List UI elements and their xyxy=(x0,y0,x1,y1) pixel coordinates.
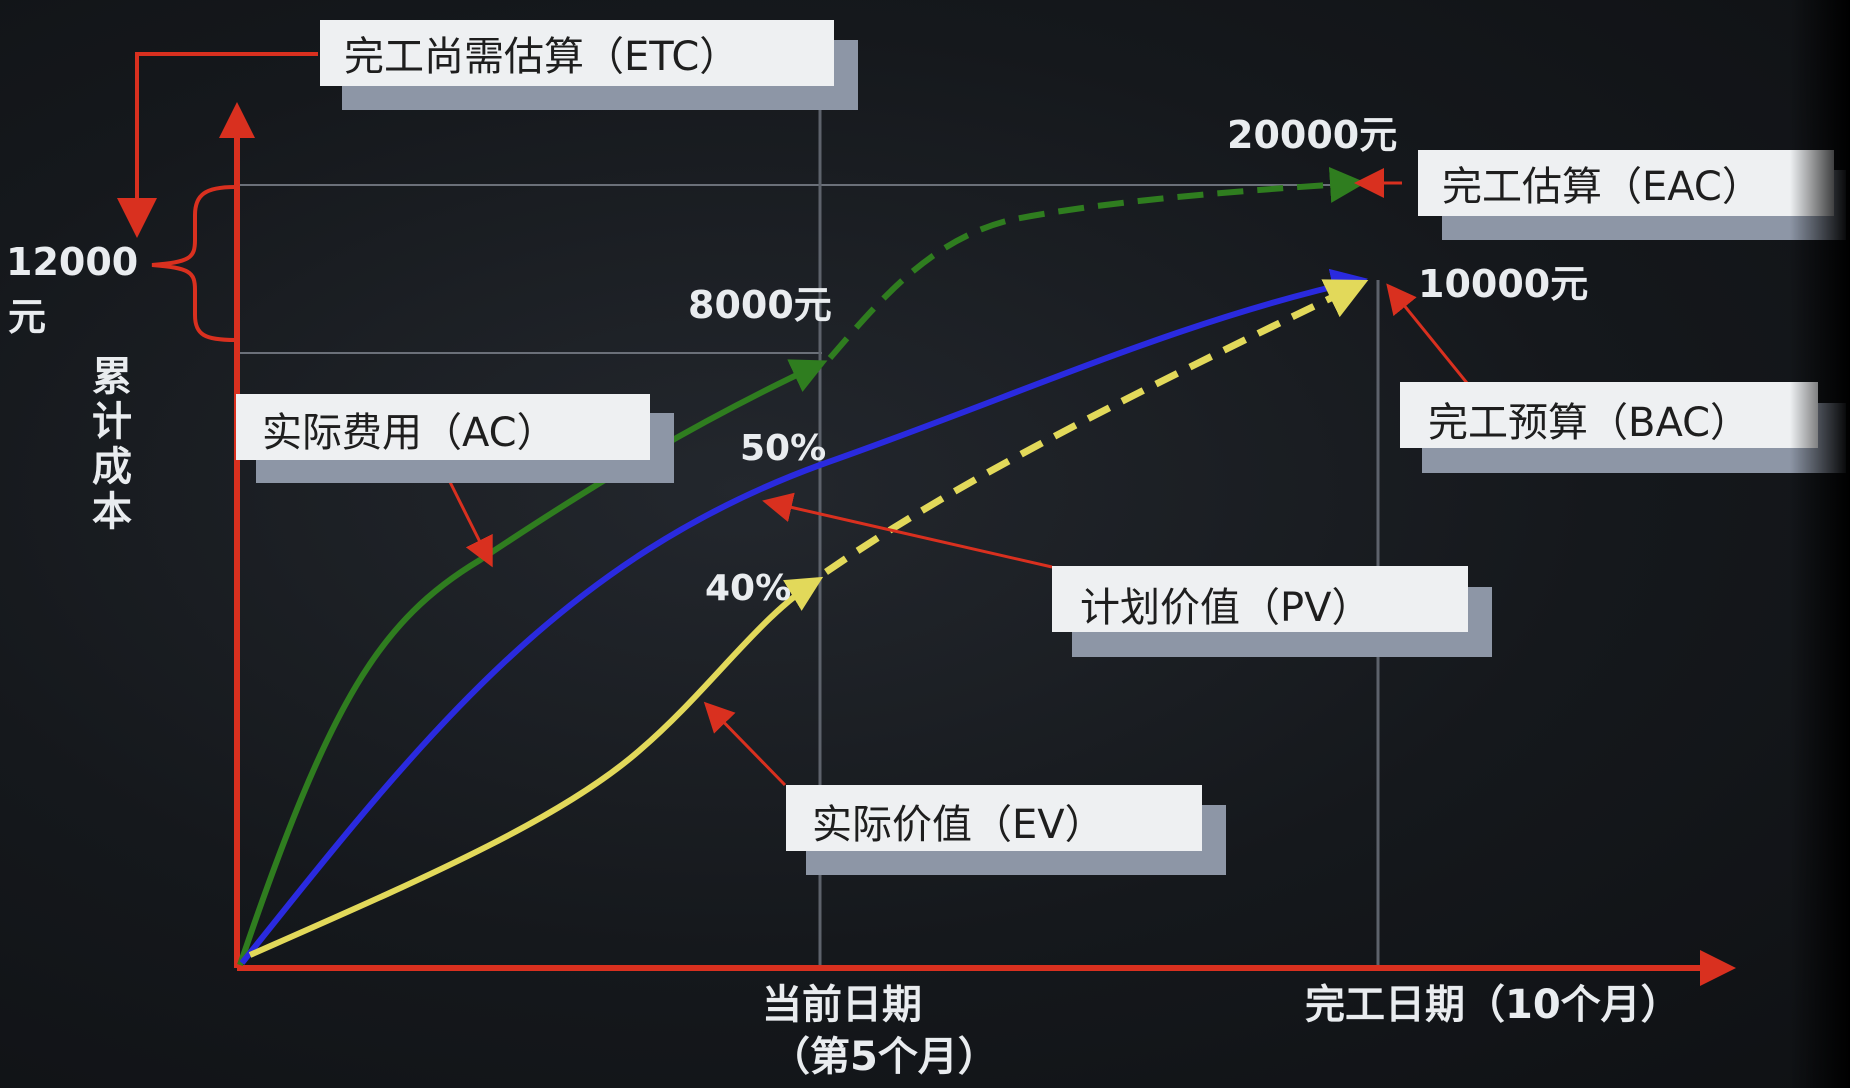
ev-pointer-arrow xyxy=(703,701,787,787)
bac-value: 10000元 xyxy=(1418,262,1588,306)
eac-label-box: 完工估算（EAC） xyxy=(1418,150,1846,240)
ac-value: 8000元 xyxy=(688,283,832,327)
ev-label-text: 实际价值（EV） xyxy=(812,802,1105,848)
etc-connector xyxy=(117,52,318,238)
pv-curve xyxy=(239,268,1368,965)
x-label-current-month: （第5个月） xyxy=(770,1034,998,1080)
ev-label-box: 实际价值（EV） xyxy=(786,785,1226,875)
etc-brace xyxy=(151,185,236,342)
y-axis-label-char-2: 计 xyxy=(92,399,132,445)
y-axis-label-char-3: 成 xyxy=(92,444,132,490)
etc-value-number: 12000 xyxy=(6,240,138,284)
bac-pointer-arrow xyxy=(1386,283,1469,384)
x-label-current-date: 当前日期 xyxy=(762,982,922,1028)
etc-dashed-curve xyxy=(827,166,1366,360)
bac-label-box: 完工预算（BAC） xyxy=(1400,382,1846,473)
pv-label-text: 计划价值（PV） xyxy=(1080,585,1371,631)
pv-pointer-arrow xyxy=(762,492,1053,569)
etc-label-box: 完工尚需估算（ETC） xyxy=(320,20,858,110)
ac-pointer-arrow xyxy=(443,471,493,568)
eac-value: 20000元 xyxy=(1227,113,1397,157)
ev-curve xyxy=(248,576,824,958)
ev-percent: 40% xyxy=(705,568,791,609)
etc-label-text: 完工尚需估算（ETC） xyxy=(344,34,739,80)
y-axis-label-char-4: 本 xyxy=(92,489,132,535)
x-label-completion-date: 完工日期（10个月） xyxy=(1305,982,1681,1028)
ev-dashed-curve xyxy=(824,279,1369,575)
ac-label-text: 实际费用（AC） xyxy=(262,410,557,456)
right-edge-shade xyxy=(1790,0,1850,1088)
eac-label-text: 完工估算（EAC） xyxy=(1442,164,1762,210)
pv-label-box: 计划价值（PV） xyxy=(1052,566,1492,657)
y-axis-label-char-1: 累 xyxy=(92,354,132,400)
bac-label-text: 完工预算（BAC） xyxy=(1428,400,1750,446)
etc-value-unit: 元 xyxy=(8,295,46,339)
ac-label-box: 实际费用（AC） xyxy=(236,394,674,483)
pv-percent: 50% xyxy=(740,428,826,469)
